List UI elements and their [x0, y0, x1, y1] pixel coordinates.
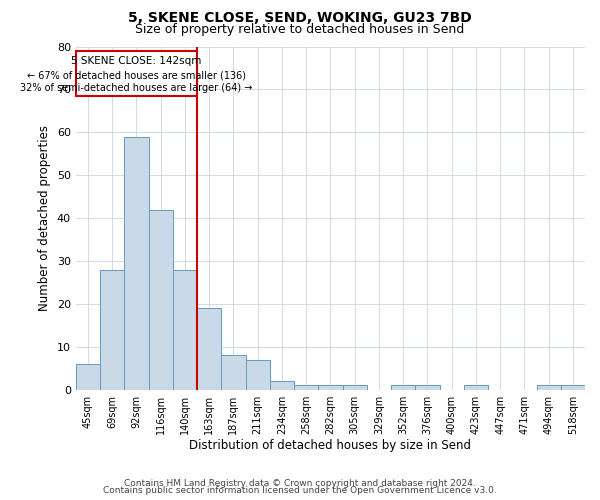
Y-axis label: Number of detached properties: Number of detached properties	[38, 125, 51, 311]
Text: 32% of semi-detached houses are larger (64) →: 32% of semi-detached houses are larger (…	[20, 83, 253, 93]
FancyBboxPatch shape	[76, 51, 197, 96]
Bar	[294, 386, 318, 390]
Bar	[270, 381, 294, 390]
Bar	[76, 364, 100, 390]
Bar	[536, 386, 561, 390]
Text: Size of property relative to detached houses in Send: Size of property relative to detached ho…	[136, 22, 464, 36]
Bar	[245, 360, 270, 390]
Bar	[415, 386, 440, 390]
Text: Contains public sector information licensed under the Open Government Licence v3: Contains public sector information licen…	[103, 486, 497, 495]
Bar	[343, 386, 367, 390]
Bar	[561, 386, 585, 390]
Text: 5, SKENE CLOSE, SEND, WOKING, GU23 7BD: 5, SKENE CLOSE, SEND, WOKING, GU23 7BD	[128, 11, 472, 25]
Text: Contains HM Land Registry data © Crown copyright and database right 2024.: Contains HM Land Registry data © Crown c…	[124, 478, 476, 488]
Bar	[173, 270, 197, 390]
Bar	[149, 210, 173, 390]
Bar	[391, 386, 415, 390]
Text: ← 67% of detached houses are smaller (136): ← 67% of detached houses are smaller (13…	[27, 70, 246, 80]
X-axis label: Distribution of detached houses by size in Send: Distribution of detached houses by size …	[190, 440, 472, 452]
Bar	[221, 356, 245, 390]
Text: 5 SKENE CLOSE: 142sqm: 5 SKENE CLOSE: 142sqm	[71, 56, 202, 66]
Bar	[464, 386, 488, 390]
Bar	[197, 308, 221, 390]
Bar	[318, 386, 343, 390]
Bar	[100, 270, 124, 390]
Bar	[124, 136, 149, 390]
